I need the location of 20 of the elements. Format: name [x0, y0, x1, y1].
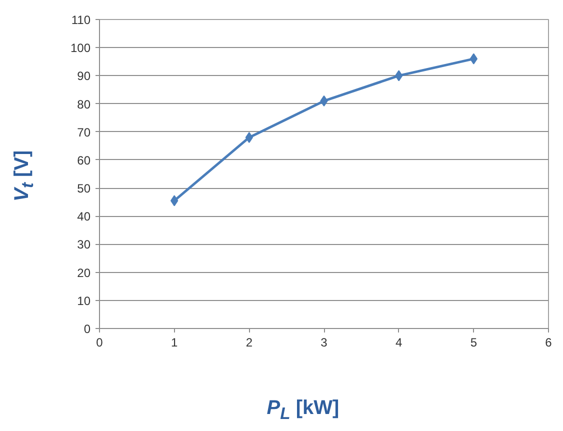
x-axis-title: P$_{L}$ [kW] [266, 396, 340, 425]
y-tick-label: 30 [77, 238, 91, 252]
x-tick-label: 3 [320, 336, 328, 350]
y-tick-label: 90 [77, 69, 91, 84]
y-tick-label: 100 [70, 41, 91, 56]
y-tick-label: 110 [71, 13, 91, 27]
x-tick-label: 4 [395, 336, 402, 350]
x-tick-label: 2 [246, 336, 253, 350]
y-tick-label: 10 [77, 294, 91, 308]
y-tick-label: 40 [77, 210, 91, 224]
y-tick-label: 60 [77, 153, 91, 168]
y-tick-label: 70 [77, 125, 91, 140]
x-tick-label: 0 [96, 336, 104, 350]
x-tick-label: 1 [170, 336, 178, 350]
y-tick-label: 50 [77, 182, 91, 196]
y-tick-label: 0 [84, 322, 91, 336]
x-tick-label: 5 [470, 336, 478, 350]
y-tick-label: 80 [77, 97, 91, 112]
x-tick-label: 6 [545, 336, 552, 350]
y-tick-label: 20 [77, 266, 91, 280]
